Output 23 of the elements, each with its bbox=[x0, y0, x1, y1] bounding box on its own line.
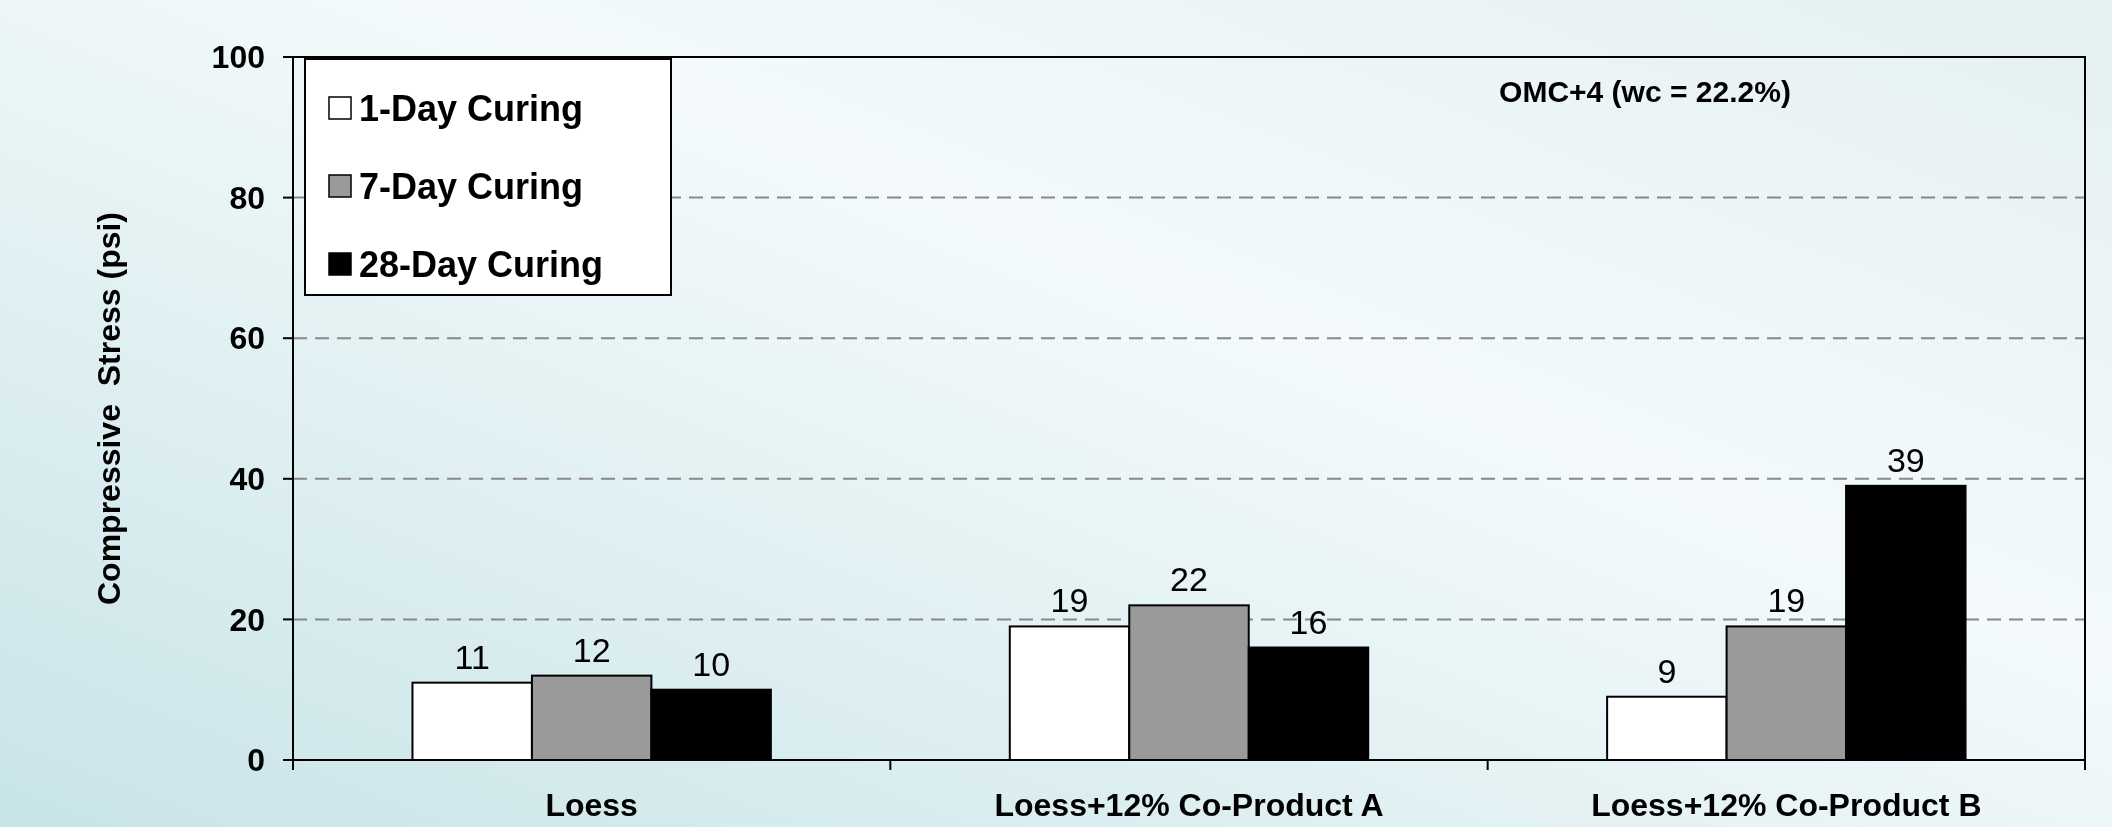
data-label: 12 bbox=[572, 630, 611, 669]
x-tick-label: Loess+12% Co-Product B bbox=[1591, 787, 1982, 823]
data-label: 11 bbox=[454, 637, 490, 676]
data-label: 39 bbox=[1886, 440, 1925, 479]
annotation: OMC+4 (wc = 22.2%) bbox=[1499, 75, 1791, 108]
y-tick-label: 100 bbox=[211, 39, 265, 76]
y-tick-label: 0 bbox=[247, 742, 265, 779]
y-axis-title: Compressive Stress (psi) bbox=[91, 211, 127, 606]
data-label: 22 bbox=[1170, 560, 1208, 599]
y-tick-label: 60 bbox=[229, 320, 265, 357]
y-tick-label: 80 bbox=[229, 179, 265, 216]
legend-label: 1-Day Curing bbox=[359, 87, 584, 129]
y-tick-label: 40 bbox=[229, 461, 265, 497]
data-label: 19 bbox=[1050, 581, 1089, 620]
data-label: 9 bbox=[1657, 651, 1677, 690]
x-tick-label: Loess bbox=[545, 787, 638, 823]
data-label: 19 bbox=[1767, 581, 1806, 620]
legend-label: 7-Day Curing bbox=[359, 165, 584, 207]
legend-label: 28-Day Curing bbox=[359, 243, 604, 285]
x-tick-label: Loess+12% Co-Product A bbox=[994, 787, 1384, 823]
data-label: 16 bbox=[1289, 602, 1328, 641]
data-label: 10 bbox=[692, 644, 731, 683]
y-tick-label: 20 bbox=[229, 601, 265, 638]
